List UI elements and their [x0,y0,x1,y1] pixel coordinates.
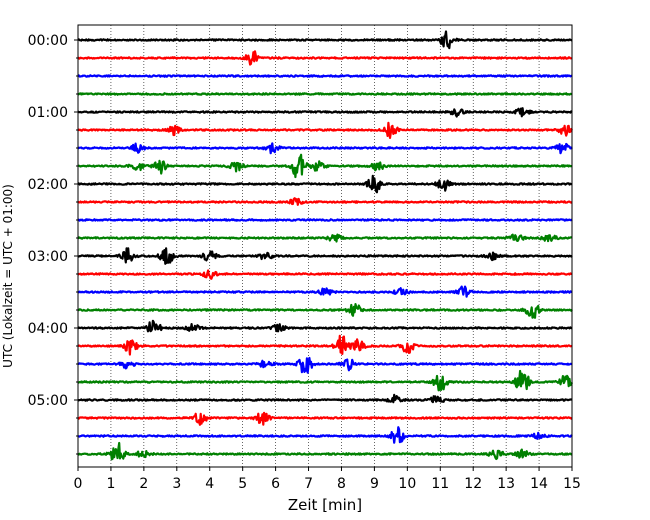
trace-0430 [77,356,573,374]
x-axis-label: Zeit [min] [288,496,362,514]
x-tick-label: 8 [337,476,346,492]
y-tick-label: 02:00 [28,177,68,193]
x-axis: 0 1 2 3 4 5 6 7 8 9 10 11 12 13 14 15 [74,467,581,492]
trace-0515 [77,411,573,426]
y-tick-label: 01:00 [28,105,68,121]
y-tick-label: 00:00 [28,33,68,49]
y-tick-label: 05:00 [28,393,68,409]
trace-0345 [77,303,573,319]
x-tick-label: 9 [370,476,379,492]
trace-0115 [77,121,573,139]
trace-0215 [77,197,573,206]
trace-0130 [77,142,573,155]
trace-0330 [77,285,573,298]
x-tick-label: 11 [431,476,449,492]
x-tick-label: 12 [464,476,482,492]
x-tick-label: 6 [271,476,280,492]
y-tick-label: 04:00 [28,321,68,337]
trace-0015 [77,50,573,66]
trace-0315 [77,269,573,280]
trace-0530 [77,426,573,444]
trace-0145 [77,153,573,179]
y-tick-label: 03:00 [28,249,68,265]
trace-0200 [77,174,573,194]
x-tick-label: 14 [530,476,548,492]
y-axis: 00:00 01:00 02:00 03:00 04:00 05:00 [28,33,78,455]
x-tick-label: 10 [398,476,416,492]
x-tick-label: 15 [563,476,581,492]
x-tick-label: 4 [205,476,214,492]
trace-0030 [77,74,573,78]
trace-0230 [77,218,573,222]
y-axis-label: UTC (Lokalzeit = UTC + 01:00) [1,184,15,368]
x-tick-label: 0 [74,476,83,492]
x-tick-label: 3 [172,476,181,492]
x-tick-label: 7 [304,476,313,492]
trace-0500 [77,393,573,404]
plot-frame [77,24,573,468]
trace-0415 [77,334,573,356]
trace-0045 [77,92,573,96]
trace-lines [77,30,574,461]
trace-0400 [77,319,573,333]
x-tick-label: 1 [106,476,115,492]
trace-0245 [77,233,573,243]
trace-0545 [77,441,573,461]
x-tick-label: 2 [139,476,148,492]
trace-0300 [77,247,573,265]
x-tick-label: 13 [497,476,515,492]
trace-0100 [77,107,573,118]
trace-0000 [77,30,573,50]
trace-0445 [77,369,574,392]
x-tick-label: 5 [238,476,247,492]
